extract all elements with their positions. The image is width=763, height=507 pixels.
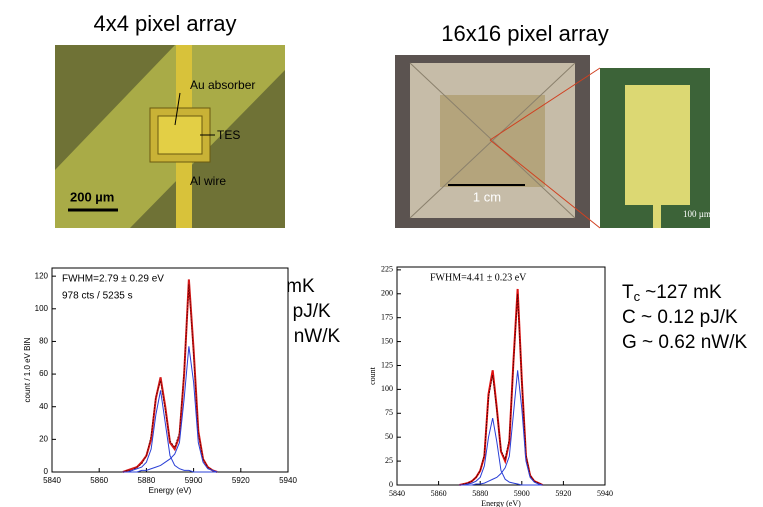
array-photo (395, 55, 710, 228)
parameter-text: G ~ 0.62 nW/K (622, 332, 747, 353)
y-tick-label: 20 (39, 434, 48, 443)
annotation: 978 cts / 5235 s (62, 291, 133, 302)
parameter: C ~ 0.12 pJ/K (622, 307, 738, 328)
y-tick-label: 150 (381, 336, 393, 345)
x-tick-label: 5840 (389, 489, 405, 498)
annotation: FWHM=4.41 ± 0.23 eV (430, 272, 527, 283)
x-tick-label: 5860 (431, 489, 447, 498)
y-tick-label: 225 (381, 265, 393, 274)
scale-label: 200 µm (70, 189, 114, 204)
x-tick-label: 5900 (514, 489, 530, 498)
photo-label: Al wire (190, 174, 226, 188)
y-tick-label: 25 (385, 456, 393, 465)
y-tick-label: 0 (44, 467, 49, 476)
x-tick-label: 5860 (90, 476, 108, 485)
parameter: Tc ~127 mK (622, 282, 722, 304)
x-tick-label: 5880 (472, 489, 488, 498)
y-tick-label: 75 (385, 408, 393, 417)
panel-title: 4x4 pixel array (93, 11, 236, 36)
parameter-text: ~127 mK (645, 282, 722, 303)
y-tick-label: 100 (35, 304, 49, 313)
y-tick-label: 120 (35, 271, 49, 280)
parameter-symbol: T (622, 282, 634, 303)
y-tick-label: 100 (381, 384, 393, 393)
y-tick-label: 80 (39, 337, 48, 346)
y-tick-label: 200 (381, 289, 393, 298)
y-tick-label: 125 (381, 360, 393, 369)
annotation: FWHM=2.79 ± 0.29 eV (62, 274, 164, 285)
x-tick-label: 5920 (555, 489, 571, 498)
parameter-subscript: c (634, 289, 641, 304)
parameter: G ~ 0.62 nW/K (622, 332, 747, 353)
scale-label: 100 µm (683, 209, 711, 219)
x-tick-label: 5900 (185, 476, 203, 485)
x-tick-label: 5940 (279, 476, 297, 485)
y-tick-label: 50 (385, 432, 393, 441)
photo-label: Au absorber (190, 78, 255, 92)
y-tick-label: 40 (39, 402, 48, 411)
x-tick-label: 5880 (138, 476, 156, 485)
y-tick-label: 175 (381, 313, 393, 322)
y-tick-label: 0 (389, 480, 393, 489)
scale-label: 1 cm (473, 189, 501, 204)
y-tick-label: 60 (39, 369, 48, 378)
x-tick-label: 5940 (597, 489, 613, 498)
x-tick-label: 5920 (232, 476, 250, 485)
y-axis-label: count / 1.0 eV BIN (23, 337, 32, 402)
parameter-text: C ~ 0.12 pJ/K (622, 307, 738, 328)
panel-title: 16x16 pixel array (441, 21, 609, 46)
x-axis-label: Energy (eV) (149, 486, 192, 495)
x-tick-label: 5840 (43, 476, 61, 485)
y-axis-label: count (368, 366, 377, 385)
x-axis-label: Energy (eV) (481, 499, 521, 507)
slide: Au absorber TES Al wire 200 µm 1 cm 100 … (0, 0, 763, 507)
photo-label: TES (217, 128, 240, 142)
